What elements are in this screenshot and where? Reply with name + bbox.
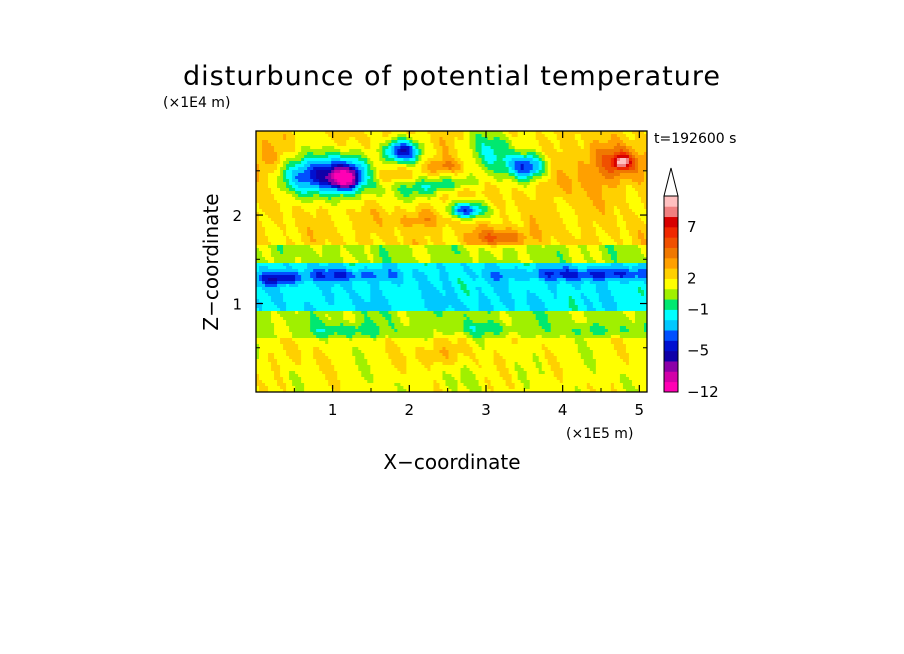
colorbar-level xyxy=(664,350,678,362)
y-axis-ticks: 12 xyxy=(232,170,647,349)
colorbar-level xyxy=(664,196,678,207)
chart-title: disturbunce of potential temperature xyxy=(183,61,721,92)
x-tick-label: 2 xyxy=(405,401,415,419)
colorbar-level xyxy=(664,278,678,290)
colorbar-tick-label: 2 xyxy=(687,270,697,288)
x-tick-label: 5 xyxy=(635,401,645,419)
x-axis-unit: (×1E5 m) xyxy=(566,426,633,442)
colorbar-extend-arrow xyxy=(663,167,679,197)
colorbar: 7 2 −1 −5 −12 xyxy=(663,167,719,401)
x-tick-label: 3 xyxy=(481,401,491,419)
colorbar-level xyxy=(664,206,678,218)
colorbar-level xyxy=(664,257,678,269)
x-tick-label: 1 xyxy=(328,401,338,419)
colorbar-level xyxy=(664,237,678,248)
colorbar-tick-label: −1 xyxy=(687,300,709,318)
y-tick-label: 2 xyxy=(232,207,242,225)
colorbar-level xyxy=(664,299,678,310)
colorbar-level xyxy=(664,247,678,259)
y-axis-unit: (×1E4 m) xyxy=(163,95,230,111)
x-axis-label: X−coordinate xyxy=(383,450,520,474)
time-label: t=192600 s xyxy=(654,131,736,147)
colorbar-tick-label: 7 xyxy=(687,218,697,236)
colorbar-level xyxy=(664,361,678,372)
colorbar-level xyxy=(664,319,678,331)
colorbar-level xyxy=(664,371,678,383)
colorbar-level xyxy=(664,268,678,279)
colorbar-level xyxy=(664,226,678,238)
y-axis-label: Z−coordinate xyxy=(199,193,223,330)
plot-frame xyxy=(255,130,648,393)
colorbar-level xyxy=(664,216,678,228)
y-tick-label: 1 xyxy=(232,296,242,314)
colorbar-level xyxy=(664,330,678,341)
colorbar-level xyxy=(664,288,678,300)
colorbar-level xyxy=(664,381,678,393)
colorbar-level xyxy=(664,309,678,321)
contour-field xyxy=(256,131,647,392)
colorbar-tick-label: −12 xyxy=(687,383,719,401)
x-tick-label: 4 xyxy=(558,401,568,419)
colorbar-level xyxy=(664,340,678,352)
colorbar-tick-label: −5 xyxy=(687,342,709,360)
x-axis-ticks: 1 2 3 4 5 xyxy=(293,131,645,419)
